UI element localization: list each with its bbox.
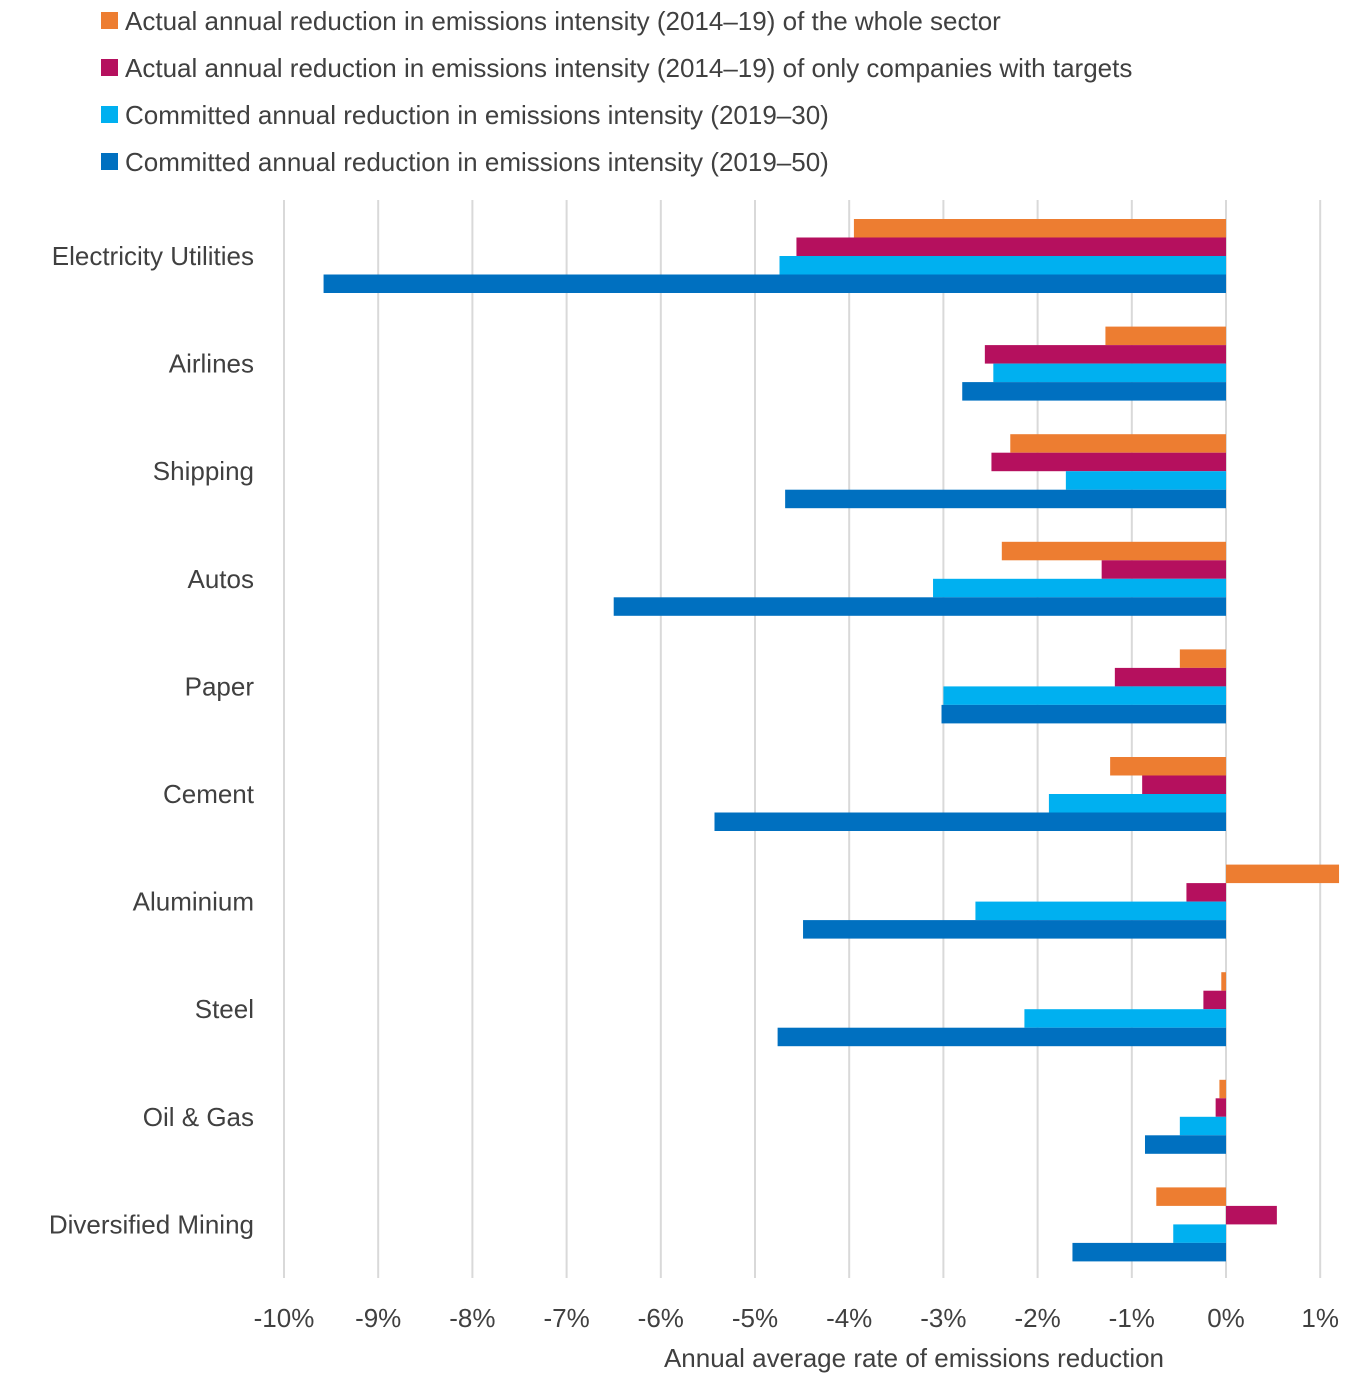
bar-series-4 — [714, 812, 1226, 831]
bar-series-3 — [993, 363, 1226, 383]
bar-series-4 — [777, 1027, 1226, 1047]
x-tick-label: -8% — [449, 1303, 495, 1333]
x-tick-label: -5% — [732, 1303, 778, 1333]
bar-series-2 — [1114, 667, 1226, 687]
bar-series-4 — [962, 382, 1226, 401]
legend-entry-4: Committed annual reduction in emissions … — [125, 147, 829, 177]
x-tick-label: -7% — [543, 1303, 589, 1333]
bar-series-2 — [1142, 775, 1226, 794]
bar-series-1 — [1221, 972, 1226, 991]
x-tick-label: -9% — [355, 1303, 401, 1333]
x-tick-label: -1% — [1109, 1303, 1155, 1333]
category-label: Cement — [163, 779, 255, 809]
bar-series-2 — [1215, 1098, 1226, 1117]
x-tick-label: 0% — [1207, 1303, 1245, 1333]
bar-series-1 — [1010, 434, 1226, 453]
bar-series-1 — [1226, 864, 1340, 884]
bar-series-1 — [1156, 1187, 1226, 1206]
category-label: Autos — [188, 564, 255, 594]
bar-series-1 — [1219, 1079, 1226, 1099]
bar-series-2 — [1226, 1205, 1277, 1225]
legend-swatch-3 — [101, 106, 118, 123]
category-label: Diversified Mining — [49, 1209, 254, 1239]
bar-series-3 — [1173, 1224, 1226, 1243]
bar-series-4 — [785, 489, 1226, 509]
category-label: Steel — [195, 994, 254, 1024]
bar-series-3 — [1048, 794, 1226, 813]
bar-series-4 — [941, 704, 1226, 724]
bar-series-1 — [1110, 757, 1226, 776]
x-axis-title: Annual average rate of emissions reducti… — [664, 1343, 1164, 1373]
x-tick-label: -6% — [638, 1303, 684, 1333]
bar-series-1 — [1179, 649, 1226, 668]
bar-series-2 — [796, 237, 1226, 256]
bar-series-2 — [1101, 560, 1226, 579]
bar-series-3 — [1179, 1116, 1226, 1136]
legend-swatch-1 — [101, 12, 118, 29]
category-label: Paper — [185, 671, 255, 701]
x-tick-label: -3% — [920, 1303, 966, 1333]
bar-series-3 — [975, 901, 1226, 921]
bar-series-1 — [1105, 326, 1226, 346]
bar-series-1 — [853, 219, 1226, 238]
legend-entry-2: Actual annual reduction in emissions int… — [125, 53, 1132, 83]
bar-series-4 — [803, 920, 1226, 939]
x-tick-label: -2% — [1014, 1303, 1060, 1333]
category-label: Aluminium — [133, 887, 254, 917]
legend-swatch-4 — [101, 153, 118, 170]
bar-series-4 — [323, 274, 1227, 293]
bar-series-4 — [613, 597, 1226, 616]
bar-series-2 — [1203, 990, 1226, 1010]
bar-series-1 — [1001, 541, 1226, 561]
category-labels: Electricity Utilities Airlines Shipping Aut… — [49, 241, 255, 1239]
bar-series-3 — [943, 686, 1226, 705]
x-tick-label: -4% — [826, 1303, 872, 1333]
x-tick-label: -10% — [254, 1303, 315, 1333]
bar-series-2 — [991, 452, 1226, 472]
category-label: Oil & Gas — [143, 1102, 254, 1132]
category-label: Shipping — [153, 456, 254, 486]
bar-series-3 — [1024, 1009, 1226, 1028]
bar-series-4 — [1072, 1242, 1226, 1262]
legend-entry-3: Committed annual reduction in emissions … — [125, 100, 829, 130]
bar-series-3 — [933, 578, 1226, 598]
bar-series-3 — [779, 256, 1226, 275]
category-label: Electricity Utilities — [52, 241, 254, 271]
x-tick-labels: -10% -9% -8% -7% -6% -5% -4% -3% -2% -1% 0% 1% — [254, 1303, 1339, 1333]
legend-swatch-2 — [101, 59, 118, 76]
bar-series-2 — [1186, 883, 1226, 902]
bar-series-4 — [1144, 1135, 1226, 1154]
legend: Actual annual reduction in emissions int… — [101, 6, 1132, 177]
category-label: Airlines — [169, 349, 254, 379]
bar-series-3 — [1065, 471, 1226, 490]
bar-series-2 — [984, 345, 1226, 364]
bars — [323, 219, 1340, 1262]
legend-entry-1: Actual annual reduction in emissions int… — [125, 6, 1001, 36]
x-tick-label: 1% — [1301, 1303, 1339, 1333]
